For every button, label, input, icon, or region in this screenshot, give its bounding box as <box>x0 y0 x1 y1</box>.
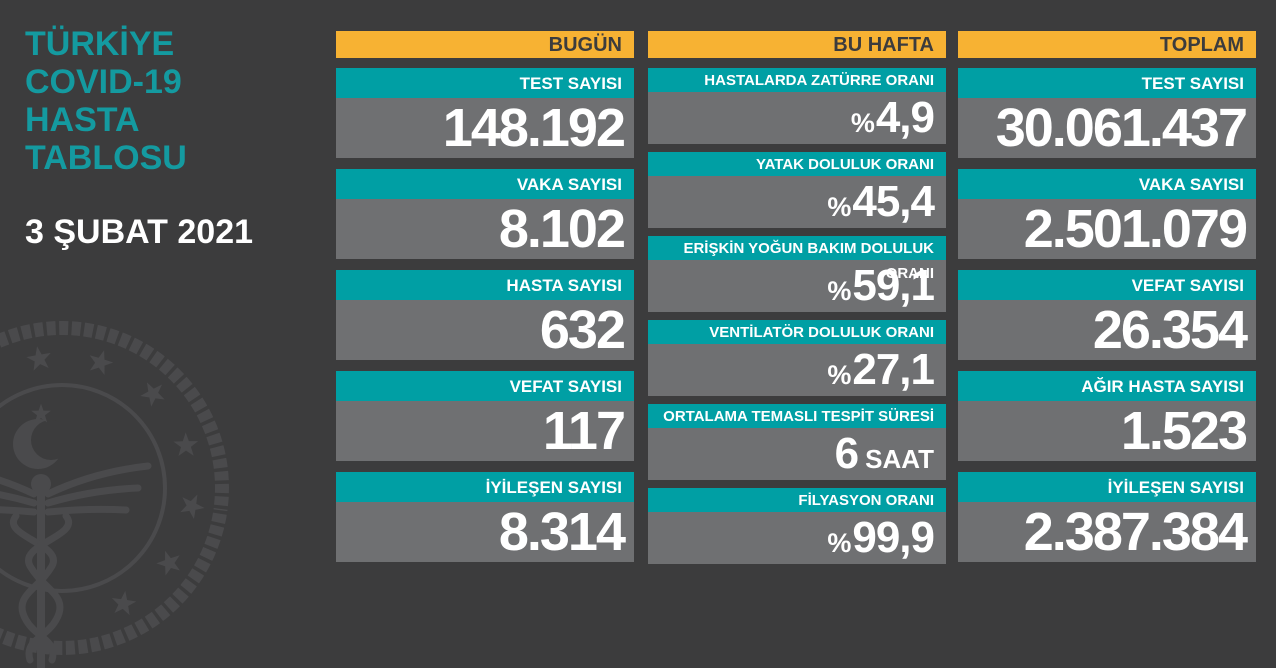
stat-value: 8.314 <box>336 502 634 562</box>
stat-value: 632 <box>336 300 634 360</box>
stat-value: 117 <box>336 401 634 461</box>
stat-label: VAKA SAYISI <box>336 169 634 199</box>
stat-value: %99,9 <box>648 512 946 564</box>
stat-value-number: 30.061.437 <box>995 98 1248 158</box>
stat-value-number: 45,4 <box>852 177 935 226</box>
stat-label: ORTALAMA TEMASLI TESPİT SÜRESİ <box>648 404 946 428</box>
stat-vaka-sayisi: VAKA SAYISI 8.102 <box>336 169 634 259</box>
stat-value-prefix: % <box>827 360 852 390</box>
stat-value-number: 8.102 <box>498 199 626 259</box>
stat-value: 8.102 <box>336 199 634 259</box>
stat-value-prefix: % <box>850 108 875 138</box>
stat-toplam-iyilesen-sayisi: İYİLEŞEN SAYISI 2.387.384 <box>958 472 1256 562</box>
stat-toplam-vaka-sayisi: VAKA SAYISI 2.501.079 <box>958 169 1256 259</box>
stat-toplam-test-sayisi: TEST SAYISI 30.061.437 <box>958 68 1256 158</box>
stat-value-number: 2.387.384 <box>1023 502 1248 562</box>
stat-label: YATAK DOLULUK ORANI <box>648 152 946 176</box>
stat-label: HASTA SAYISI <box>336 270 634 300</box>
stat-value: %59,1 <box>648 260 946 312</box>
page-title-line: COVID-19 <box>25 63 182 101</box>
column-toplam: TOPLAM TEST SAYISI 30.061.437 VAKA SAYIS… <box>958 31 1256 573</box>
stat-value-number: 4,9 <box>875 93 935 142</box>
page-title-line: TÜRKİYE <box>25 25 175 63</box>
stat-value-number: 1.523 <box>1120 401 1248 461</box>
stat-value-number: 6 <box>834 429 860 478</box>
stat-hastalarda-zaturre-orani: HASTALARDA ZATÜRRE ORANI %4,9 <box>648 68 946 144</box>
page-title: TÜRKİYE COVID-19 HASTA TABLOSU <box>25 25 187 177</box>
page-title-line: HASTA <box>25 101 140 139</box>
stat-label: TEST SAYISI <box>958 68 1256 98</box>
column-header-bugun: BUGÜN <box>336 31 634 58</box>
report-date: 3 ŞUBAT 2021 <box>25 213 254 251</box>
stat-label: TEST SAYISI <box>336 68 634 98</box>
stat-value-number: 27,1 <box>852 345 935 394</box>
stat-value-number: 148.192 <box>442 98 626 158</box>
stat-label: VEFAT SAYISI <box>958 270 1256 300</box>
stat-vefat-sayisi: VEFAT SAYISI 117 <box>336 371 634 461</box>
stat-value: 1.523 <box>958 401 1256 461</box>
stat-label: HASTALARDA ZATÜRRE ORANI <box>648 68 946 92</box>
ministry-of-health-emblem-icon <box>0 320 230 668</box>
stat-value-number: 26.354 <box>1092 300 1248 360</box>
stat-label: İYİLEŞEN SAYISI <box>958 472 1256 502</box>
stat-ventilator-doluluk-orani: VENTİLATÖR DOLULUK ORANI %27,1 <box>648 320 946 396</box>
stat-label: FİLYASYON ORANI <box>648 488 946 512</box>
stat-value: %45,4 <box>648 176 946 228</box>
stat-value: %4,9 <box>648 92 946 144</box>
stat-label: İYİLEŞEN SAYISI <box>336 472 634 502</box>
stat-ortalama-temasli-tespit-suresi: ORTALAMA TEMASLI TESPİT SÜRESİ 6 SAAT <box>648 404 946 480</box>
stat-value: 2.387.384 <box>958 502 1256 562</box>
stat-eriskin-yogun-bakim-doluluk-orani: ERİŞKİN YOĞUN BAKIM DOLULUK ORANI %59,1 <box>648 236 946 312</box>
column-header-bu-hafta: BU HAFTA <box>648 31 946 58</box>
stat-value-prefix: % <box>827 528 852 558</box>
stat-label: ERİŞKİN YOĞUN BAKIM DOLULUK ORANI <box>648 236 946 282</box>
stat-iyilesen-sayisi: İYİLEŞEN SAYISI 8.314 <box>336 472 634 562</box>
stat-hasta-sayisi: HASTA SAYISI 632 <box>336 270 634 360</box>
stat-label: VENTİLATÖR DOLULUK ORANI <box>648 320 946 344</box>
stat-yatak-doluluk-orani: YATAK DOLULUK ORANI %45,4 <box>648 152 946 228</box>
column-header-toplam: TOPLAM <box>958 31 1256 58</box>
stat-test-sayisi: TEST SAYISI 148.192 <box>336 68 634 158</box>
stat-value: 6 SAAT <box>648 428 946 480</box>
stat-value: 2.501.079 <box>958 199 1256 259</box>
stat-value: 26.354 <box>958 300 1256 360</box>
stat-label: AĞIR HASTA SAYISI <box>958 371 1256 401</box>
stat-value-number: 117 <box>542 401 626 461</box>
stat-label: VEFAT SAYISI <box>336 371 634 401</box>
stat-value: 148.192 <box>336 98 634 158</box>
stat-value-suffix: SAAT <box>865 444 934 474</box>
stat-label: VAKA SAYISI <box>958 169 1256 199</box>
stat-value: 30.061.437 <box>958 98 1256 158</box>
page-title-line: TABLOSU <box>25 139 187 177</box>
stat-value-number: 8.314 <box>498 502 626 562</box>
column-bu-hafta: BU HAFTA HASTALARDA ZATÜRRE ORANI %4,9 Y… <box>648 31 946 572</box>
stat-value-number: 632 <box>539 300 626 360</box>
column-bugun: BUGÜN TEST SAYISI 148.192 VAKA SAYISI 8.… <box>336 31 634 573</box>
stat-toplam-vefat-sayisi: VEFAT SAYISI 26.354 <box>958 270 1256 360</box>
stat-value-number: 99,9 <box>852 513 935 562</box>
stat-value: %27,1 <box>648 344 946 396</box>
stat-value-prefix: % <box>827 276 852 306</box>
stat-value-number: 2.501.079 <box>1023 199 1248 259</box>
stat-filyasyon-orani: FİLYASYON ORANI %99,9 <box>648 488 946 564</box>
stat-value-number: 59,1 <box>852 261 935 310</box>
stat-agir-hasta-sayisi: AĞIR HASTA SAYISI 1.523 <box>958 371 1256 461</box>
stat-value-prefix: % <box>827 192 852 222</box>
